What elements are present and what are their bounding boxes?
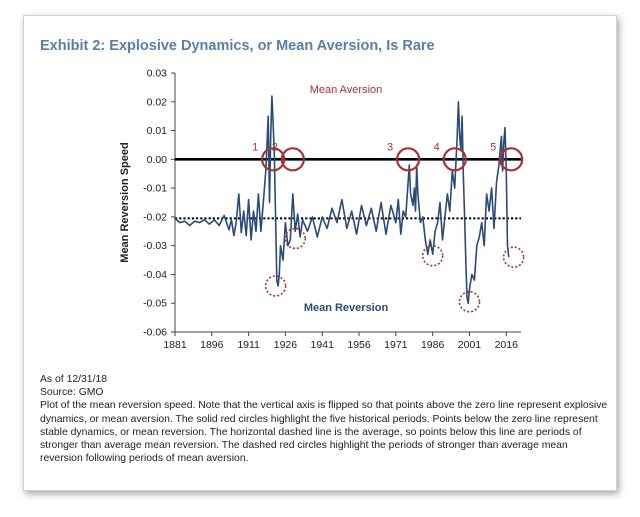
circle-number-label: 1 xyxy=(252,141,258,153)
dashed-circle xyxy=(502,246,525,268)
x-tick-label: 1911 xyxy=(237,339,260,351)
exhibit-card: Exhibit 2: Explosive Dynamics, or Mean A… xyxy=(23,15,617,491)
caption-source: Source: GMO xyxy=(40,387,104,399)
caption-as-of: As of 12/31/18 xyxy=(40,374,108,385)
dashed-circle xyxy=(264,275,287,297)
series xyxy=(174,95,510,305)
dashed-circle xyxy=(458,290,481,313)
reference-lines xyxy=(175,158,521,220)
y-tick-label: 0.01 xyxy=(147,125,168,137)
series-line xyxy=(174,95,510,305)
circle-annotations xyxy=(261,147,525,313)
caption-body: Plot of the mean reversion speed. Note t… xyxy=(40,400,608,465)
x-tick-label: 2016 xyxy=(495,339,519,351)
x-tick-label: 1956 xyxy=(347,339,371,351)
x-tick-label: 1926 xyxy=(274,339,298,351)
y-tick-label: -0.03 xyxy=(143,240,167,252)
mean-reversion-chart: 0.03 0.02 0.01 0.00 -0.01 -0.02 -0.03 -0.04 -0.0… xyxy=(119,68,525,351)
solid-circle xyxy=(280,147,305,172)
x-tick-label: 1986 xyxy=(421,339,445,351)
mean-reversion-label: Mean Reversion xyxy=(304,302,389,314)
axes: 0.03 0.02 0.01 0.00 -0.01 -0.02 -0.03 -0.04 -0.0… xyxy=(119,68,521,351)
exhibit-title: Exhibit 2: Explosive Dynamics, or Mean A… xyxy=(40,38,435,54)
x-tick-label: 1971 xyxy=(384,339,408,351)
y-tick-label: -0.01 xyxy=(143,183,167,195)
solid-circle xyxy=(396,147,421,172)
y-tick-label: 0.03 xyxy=(147,68,168,80)
circle-number-label: 3 xyxy=(387,141,393,153)
y-tick-label: 0.02 xyxy=(147,96,168,108)
y-axis-label: Mean Reversion Speed xyxy=(119,142,131,262)
text-annotations: 1 2 3 4 5 Mean Aversion Mean Reversion xyxy=(252,84,496,314)
circle-number-label: 5 xyxy=(490,141,496,153)
solid-circle xyxy=(261,147,286,172)
y-tick-label: 0.00 xyxy=(147,154,168,166)
y-tick-label: -0.02 xyxy=(143,211,167,223)
solid-circle xyxy=(499,147,524,172)
y-tick-label: -0.04 xyxy=(143,269,167,281)
x-tick-label: 1881 xyxy=(163,339,187,351)
dashed-circle xyxy=(421,244,444,267)
circle-number-label: 2 xyxy=(272,141,278,153)
y-tick-label: -0.06 xyxy=(143,327,167,339)
caption: As of 12/31/18 Source: GMO Plot of the m… xyxy=(40,373,610,465)
x-tick-label: 1896 xyxy=(200,339,224,351)
x-tick-label: 2001 xyxy=(458,339,482,351)
solid-circle xyxy=(442,147,467,172)
y-tick-label: -0.05 xyxy=(143,298,167,310)
mean-aversion-label: Mean Aversion xyxy=(310,84,383,96)
circle-number-label: 4 xyxy=(434,141,440,153)
dashed-circle xyxy=(284,227,307,250)
x-tick-label: 1941 xyxy=(311,339,335,351)
